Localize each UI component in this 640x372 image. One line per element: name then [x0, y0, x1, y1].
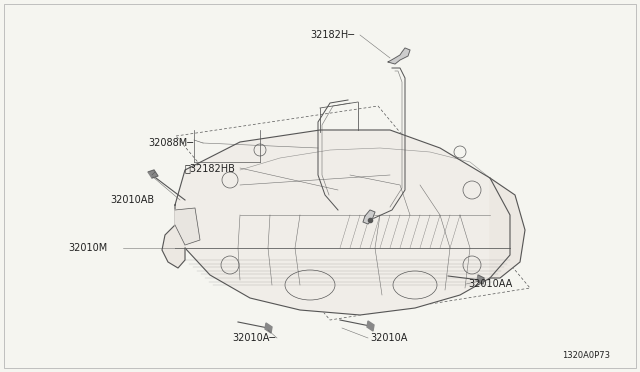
Text: 1320A0P73: 1320A0P73: [562, 350, 610, 359]
Text: 32010M: 32010M: [68, 243, 108, 253]
Text: 32010AA: 32010AA: [468, 279, 512, 289]
Polygon shape: [490, 178, 525, 278]
Polygon shape: [265, 323, 272, 333]
Polygon shape: [477, 275, 484, 284]
Text: 32182H─: 32182H─: [310, 30, 354, 40]
Polygon shape: [162, 225, 185, 268]
Polygon shape: [175, 208, 200, 245]
Text: 32010A─: 32010A─: [232, 333, 275, 343]
Text: 32010AB: 32010AB: [110, 195, 154, 205]
Text: ⌓32182HB: ⌓32182HB: [185, 163, 236, 173]
Text: 32010A: 32010A: [370, 333, 408, 343]
Polygon shape: [363, 210, 375, 224]
Polygon shape: [175, 130, 510, 315]
Polygon shape: [148, 170, 158, 178]
Text: 32088M─: 32088M─: [148, 138, 193, 148]
Polygon shape: [367, 321, 374, 331]
Polygon shape: [388, 48, 410, 64]
